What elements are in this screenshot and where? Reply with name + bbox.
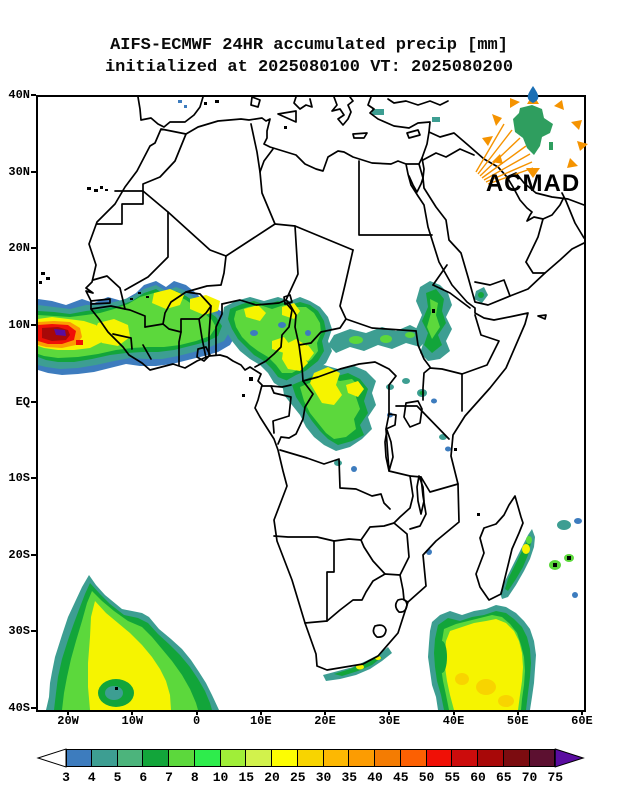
- lat-tick: [31, 400, 36, 403]
- colorbar-label: 10: [212, 770, 229, 785]
- chart-title-line2: initialized at 2025080100 VT: 2025080200: [104, 58, 514, 77]
- africa-coastline: [85, 117, 529, 671]
- colorbar-label: 75: [547, 770, 564, 785]
- logo-water-drop-icon: [527, 86, 539, 103]
- lon-label: 10W: [121, 714, 144, 728]
- lat-label: 10S: [8, 471, 30, 486]
- lat-label: EQ: [15, 394, 30, 409]
- colorbar-label: 15: [238, 770, 255, 785]
- lat-label: 30N: [8, 164, 30, 179]
- colorbar-label: 6: [139, 770, 148, 785]
- lon-tick: [259, 710, 262, 715]
- lon-tick: [388, 710, 391, 715]
- colorbar-label: 25: [289, 770, 306, 785]
- lat-label: 10N: [8, 317, 30, 332]
- lat-tick: [31, 170, 36, 173]
- lon-tick: [516, 710, 519, 715]
- lon-tick: [324, 710, 327, 715]
- lat-tick: [31, 323, 36, 326]
- lon-label: 60E: [571, 714, 593, 728]
- madagascar-coastline: [475, 495, 524, 601]
- colorbar-label: 60: [470, 770, 486, 785]
- map-plot-area: [36, 95, 586, 712]
- lat-label: 30S: [8, 624, 30, 639]
- precip-colorbar-legend: 3 4 5 6 7 8 10 15 20 25 30 35 40 45 50 55 60 65 70 75: [0, 744, 618, 794]
- colorbar-label: 8: [190, 770, 199, 785]
- lat-tick: [31, 247, 36, 250]
- africa-precip-map: [38, 97, 584, 710]
- lat-tick: [31, 553, 36, 556]
- island-dots: [39, 100, 480, 516]
- lat-tick: [31, 707, 36, 709]
- lat-tick: [31, 94, 36, 96]
- lat-label: 20S: [8, 547, 30, 562]
- colorbar-label: 5: [113, 770, 122, 785]
- colorbar-over-arrow: [554, 748, 585, 768]
- lon-tick: [452, 710, 455, 715]
- lake-victoria: [403, 400, 423, 428]
- lat-tick: [31, 630, 36, 633]
- lat-tick: [31, 477, 36, 480]
- logo-africa-silhouette: [513, 105, 553, 155]
- lake-tanganyika: [384, 429, 394, 472]
- colorbar-label: 45: [392, 770, 409, 785]
- colorbar-label: 35: [341, 770, 358, 785]
- lon-label: 30E: [378, 714, 401, 728]
- lon-label: 0: [192, 714, 201, 728]
- colorbar-label: 55: [444, 770, 461, 785]
- logo-sun-rays: [475, 123, 534, 185]
- colorbar-label: 7: [165, 770, 173, 785]
- colorbar-arrows: [36, 748, 585, 768]
- lon-label: 40E: [442, 714, 465, 728]
- logo-acmad-text: ACMAD: [485, 170, 581, 197]
- lon-tick: [67, 710, 70, 715]
- lon-label: 50E: [506, 714, 529, 728]
- acmad-logo-graphic: [475, 86, 588, 185]
- colorbar-label: 20: [264, 770, 280, 785]
- lat-label: 20N: [8, 241, 30, 256]
- colorbar-label: 4: [87, 770, 96, 785]
- logo-madagascar: [549, 142, 553, 150]
- lat-label: 40N: [8, 88, 30, 102]
- lake-chad: [283, 294, 293, 305]
- colorbar-label: 30: [315, 770, 332, 785]
- lon-tick: [131, 710, 134, 715]
- chart-title-line1: AIFS-ECMWF 24HR accumulated precip [mm]: [110, 36, 508, 55]
- colorbar-under-arrow: [36, 748, 67, 768]
- lon-label: 20W: [57, 714, 79, 728]
- lon-tick: [195, 710, 198, 715]
- colorbar-label: 3: [62, 770, 70, 785]
- colorbar-label: 70: [521, 770, 538, 785]
- lon-tick: [580, 710, 583, 715]
- lake-volta: [196, 346, 211, 362]
- lake-malawi: [416, 475, 425, 515]
- colorbar-label: 50: [418, 770, 435, 785]
- lon-label: 20E: [314, 714, 336, 728]
- lon-label: 10E: [249, 714, 272, 728]
- colorbar-label: 65: [495, 770, 512, 785]
- colorbar-label: 40: [367, 770, 383, 785]
- acmad-logo: ACMAD: [470, 86, 596, 197]
- lat-label: 40S: [8, 701, 30, 715]
- coastlines-and-borders: [85, 97, 584, 671]
